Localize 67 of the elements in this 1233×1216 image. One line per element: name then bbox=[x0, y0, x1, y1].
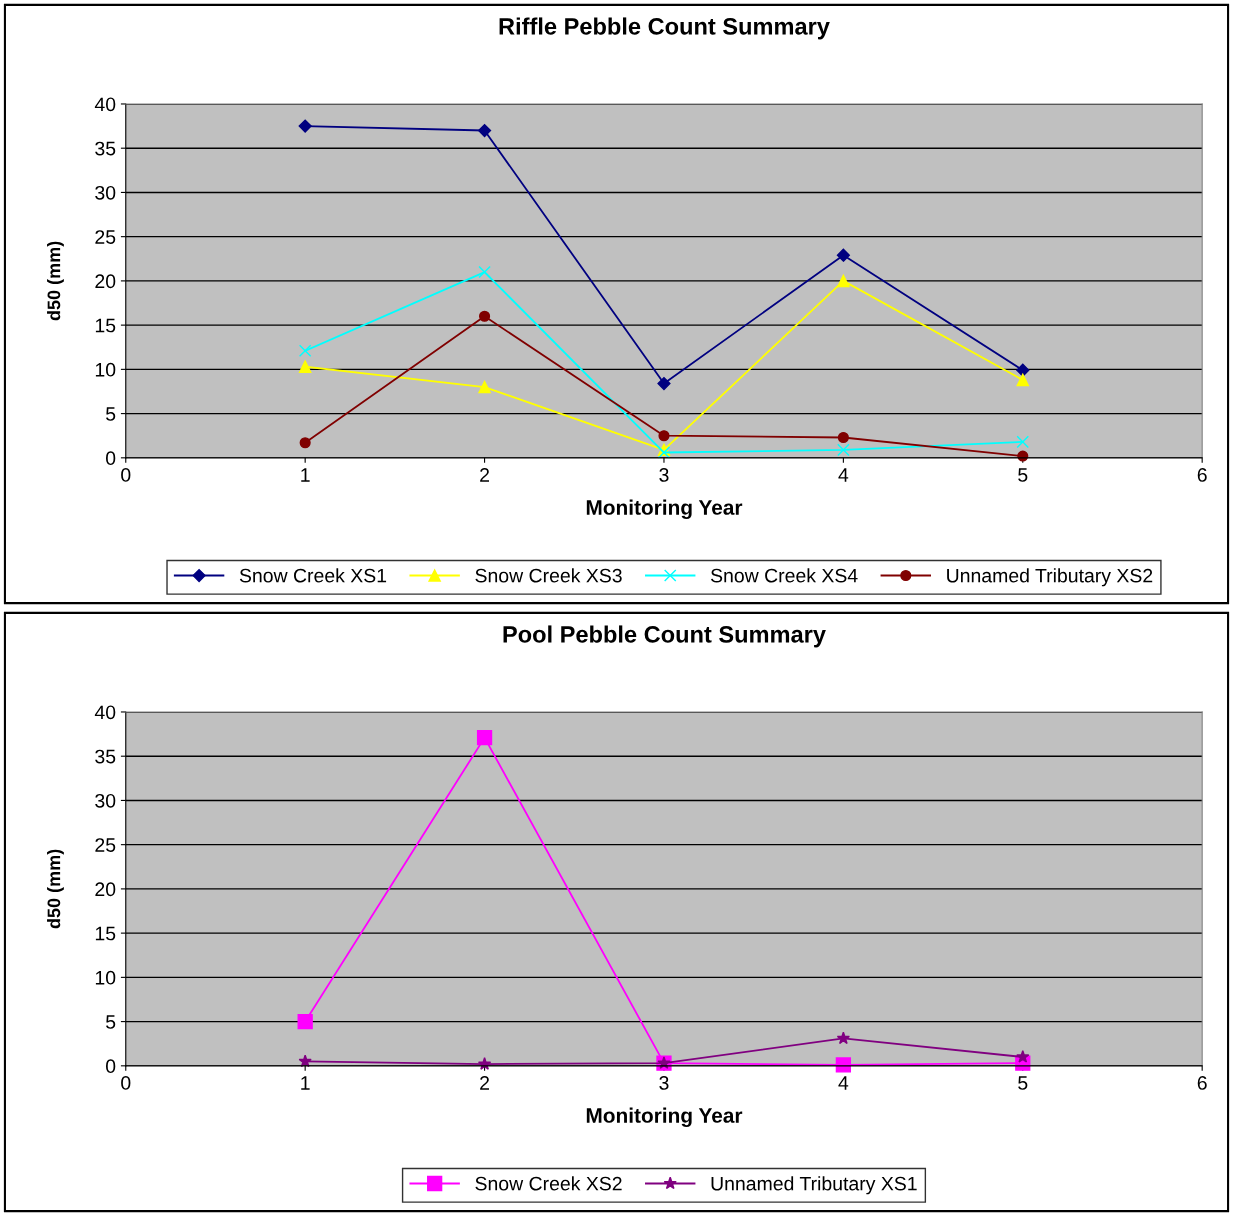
point bbox=[477, 123, 492, 138]
y-tick-label: 0 bbox=[105, 1059, 116, 1074]
x-tick-label: 3 bbox=[659, 1076, 669, 1090]
point bbox=[297, 1013, 313, 1030]
point bbox=[479, 310, 491, 322]
legend-label: Unnamed Tributary XS1 bbox=[711, 1176, 917, 1195]
y-tick-label: 35 bbox=[95, 141, 116, 156]
y-axis-title: d50 (mm) bbox=[47, 241, 64, 321]
y-tick-label: 25 bbox=[95, 838, 116, 852]
point bbox=[657, 376, 671, 391]
point bbox=[478, 380, 491, 394]
point bbox=[298, 119, 312, 133]
point bbox=[837, 443, 850, 457]
chart-title: Pool Pebble Count Summary bbox=[503, 625, 826, 648]
y-tick-label: 5 bbox=[106, 1015, 116, 1029]
x-tick-label: 2 bbox=[480, 1076, 489, 1090]
point bbox=[837, 274, 850, 288]
x-tick-label: 2 bbox=[480, 468, 489, 482]
y-tick-label: 40 bbox=[94, 705, 116, 720]
x-tick-label: 3 bbox=[659, 468, 669, 482]
legend-label: Snow Creek XS2 bbox=[475, 1176, 622, 1191]
point bbox=[1016, 363, 1030, 377]
y-tick-label: 15 bbox=[95, 318, 116, 333]
point bbox=[1016, 435, 1030, 449]
legend-label: Snow Creek XS3 bbox=[475, 568, 622, 583]
y-tick-label: 20 bbox=[95, 274, 116, 289]
y-tick-label: 30 bbox=[95, 185, 116, 200]
x-axis-title: Monitoring Year bbox=[586, 1107, 743, 1128]
x-tick-label: 0 bbox=[121, 468, 131, 482]
y-tick-label: 0 bbox=[105, 451, 116, 466]
x-tick-label: 6 bbox=[1197, 1076, 1207, 1090]
legend-label: Unnamed Tributary XS2 bbox=[947, 568, 1153, 587]
x-tick-label: 5 bbox=[1018, 1076, 1028, 1090]
x-tick-label: 4 bbox=[838, 468, 849, 482]
point bbox=[299, 437, 311, 449]
y-tick-label: 30 bbox=[95, 793, 116, 808]
y-tick-label: 35 bbox=[95, 749, 116, 764]
point bbox=[298, 344, 312, 358]
point bbox=[476, 729, 493, 746]
legend-label: Snow Creek XS4 bbox=[710, 568, 858, 583]
y-tick-label: 20 bbox=[95, 882, 116, 897]
y-tick-label: 40 bbox=[94, 97, 116, 112]
x-tick-label: 4 bbox=[838, 1076, 849, 1090]
point bbox=[836, 1031, 851, 1045]
point bbox=[477, 1057, 492, 1070]
point bbox=[298, 360, 312, 373]
x-tick-label: 0 bbox=[121, 1076, 131, 1090]
y-tick-label: 25 bbox=[95, 230, 116, 244]
x-tick-label: 1 bbox=[301, 1076, 310, 1090]
chart-title: Riffle Pebble Count Summary bbox=[499, 17, 830, 40]
x-tick-label: 6 bbox=[1197, 468, 1207, 482]
y-axis-title: d50 (mm) bbox=[47, 849, 64, 929]
point bbox=[658, 430, 670, 442]
y-tick-label: 5 bbox=[106, 407, 116, 421]
point bbox=[835, 1057, 852, 1073]
x-tick-label: 5 bbox=[1018, 468, 1028, 482]
y-tick-label: 10 bbox=[95, 970, 116, 985]
x-axis-title: Monitoring Year bbox=[586, 499, 743, 520]
x-tick-label: 1 bbox=[301, 468, 310, 482]
y-tick-label: 10 bbox=[95, 362, 116, 377]
point bbox=[478, 265, 491, 279]
point bbox=[836, 248, 850, 262]
y-tick-label: 15 bbox=[95, 926, 116, 941]
point bbox=[837, 431, 849, 444]
point bbox=[1016, 1050, 1030, 1063]
legend-label: Snow Creek XS1 bbox=[239, 568, 387, 583]
point bbox=[1016, 373, 1030, 387]
